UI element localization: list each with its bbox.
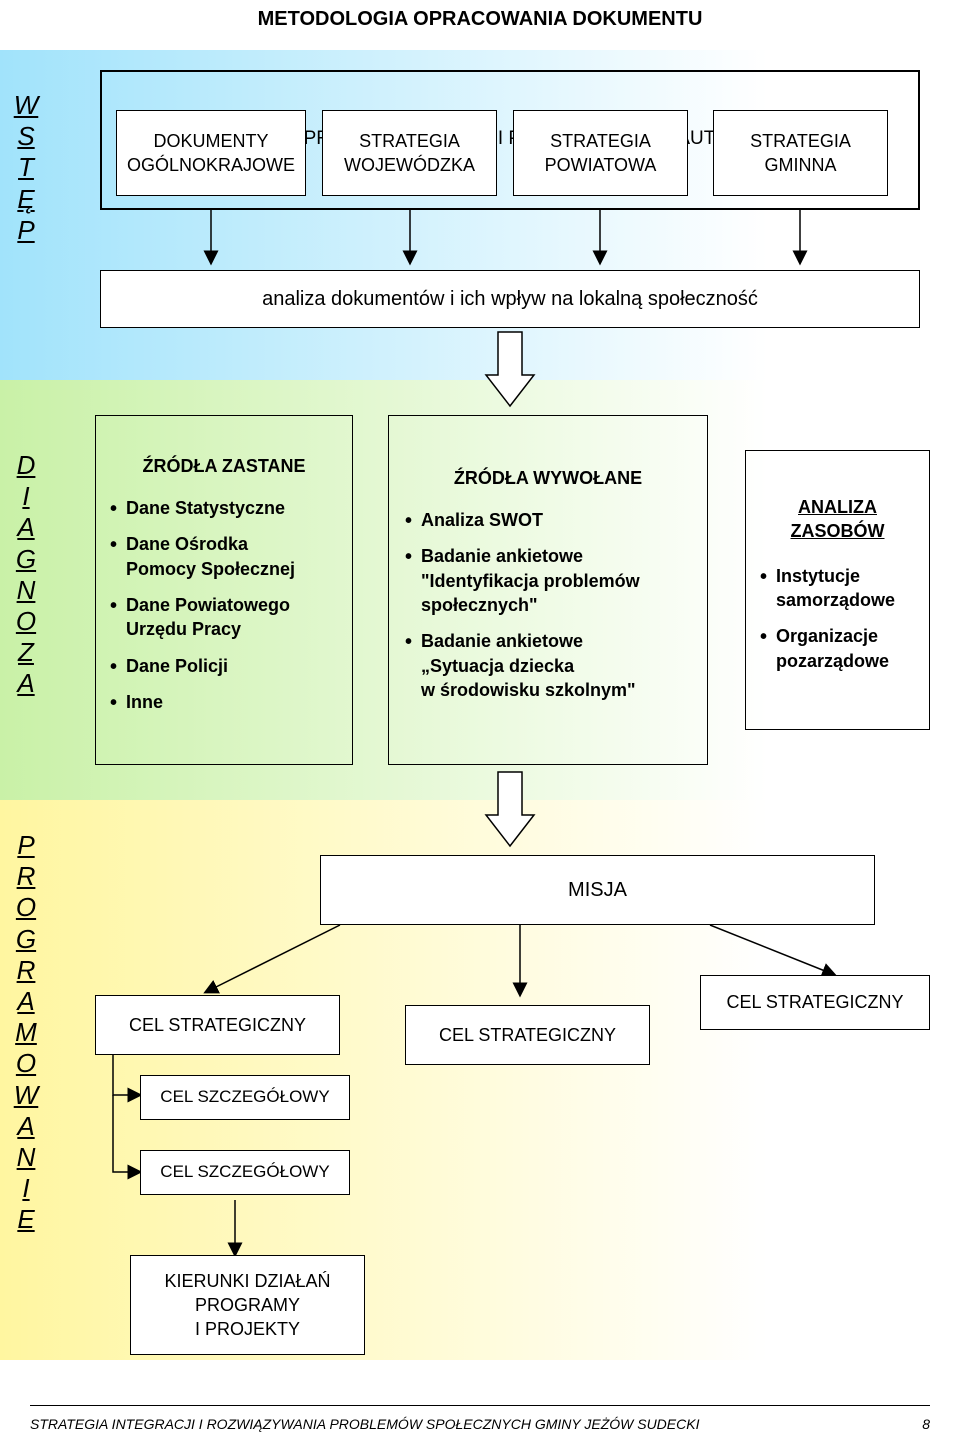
zastane-list: Dane Statystyczne Dane Ośrodka Pomocy Sp… [108, 484, 340, 726]
zastane-i0: Dane Statystyczne [108, 496, 340, 520]
zastane-title: ŹRÓDŁA ZASTANE [108, 454, 340, 478]
arrows-ramy-to-analiza [100, 210, 920, 270]
wywolane-i1-l1: Badanie ankietowe [421, 546, 583, 566]
b3-l1: STRATEGIA [550, 129, 651, 153]
cel-strat-2-text: CEL STRATEGICZNY [439, 1023, 616, 1047]
page-title: METODOLOGIA OPRACOWANIA DOKUMENTU [0, 0, 960, 49]
b4-l2: GMINNA [765, 153, 837, 177]
vlabel-wstep: WSTĘP [6, 90, 46, 246]
kierunki-l2: PROGRAMY [195, 1293, 300, 1317]
wywolane-i1-l2: "Identyfikacja problemów [421, 571, 640, 591]
wywolane-i2-l2: „Sytuacja dziecka [421, 656, 574, 676]
zasoby-i1-l2: pozarządowe [776, 651, 889, 671]
zastane-i2-l1: Dane Powiatowego [126, 595, 290, 615]
zastane-i1: Dane Ośrodka Pomocy Społecznej [108, 532, 340, 581]
zasoby-list: Instytucje samorządowe Organizacje pozar… [758, 552, 917, 685]
cel-szcz-1-text: CEL SZCZEGÓŁOWY [160, 1086, 329, 1109]
box-zrodla-wywolane: ŹRÓDŁA WYWOŁANE Analiza SWOT Badanie ank… [388, 415, 708, 765]
box-strategia-wojewodzka: STRATEGIA WOJEWÓDZKA [322, 110, 497, 196]
box-cel-szcz-1: CEL SZCZEGÓŁOWY [140, 1075, 350, 1120]
misja-text: MISJA [568, 877, 627, 904]
block-arrow-to-diagnoza [480, 330, 540, 410]
wywolane-i2: Badanie ankietowe „Sytuacja dziecka w śr… [403, 629, 693, 702]
cel-strat-1-text: CEL STRATEGICZNY [129, 1013, 306, 1037]
zastane-i2: Dane Powiatowego Urzędu Pracy [108, 593, 340, 642]
box-cel-strat-1: CEL STRATEGICZNY [95, 995, 340, 1055]
zastane-i4: Inne [108, 690, 340, 714]
block-arrow-to-prog [480, 770, 540, 850]
wywolane-i1-l3: społecznych" [421, 595, 538, 615]
zasoby-title-l1: ANALIZA [798, 497, 877, 517]
zasoby-i1: Organizacje pozarządowe [758, 624, 917, 673]
wywolane-list: Analiza SWOT Badanie ankietowe "Identyfi… [403, 496, 693, 714]
zasoby-i0: Instytucje samorządowe [758, 564, 917, 613]
zastane-i1-l1: Dane Ośrodka [126, 534, 248, 554]
box-kierunki: KIERUNKI DZIAŁAŃ PROGRAMY I PROJEKTY [130, 1255, 365, 1355]
box-strategia-powiatowa: STRATEGIA POWIATOWA [513, 110, 688, 196]
box-dokumenty-ogolnokrajowe: DOKUMENTY OGÓLNOKRAJOWE [116, 110, 306, 196]
kierunki-l3: I PROJEKTY [195, 1317, 300, 1341]
footer-page: 8 [922, 1416, 930, 1432]
b1-l2: OGÓLNOKRAJOWE [127, 153, 295, 177]
box-strategia-gminna: STRATEGIA GMINNA [713, 110, 888, 196]
b2-l1: STRATEGIA [359, 129, 460, 153]
wywolane-title: ŹRÓDŁA WYWOŁANE [403, 466, 693, 490]
box-zrodla-zastane: ŹRÓDŁA ZASTANE Dane Statystyczne Dane Oś… [95, 415, 353, 765]
footer: STRATEGIA INTEGRACJI I ROZWIĄZYWANIA PRO… [30, 1416, 930, 1432]
zastane-i1-l2: Pomocy Społecznej [126, 559, 295, 579]
cel-szcz-2-text: CEL SZCZEGÓŁOWY [160, 1161, 329, 1184]
analiza-text: analiza dokumentów i ich wpływ na lokaln… [262, 286, 758, 313]
wywolane-i2-l1: Badanie ankietowe [421, 631, 583, 651]
cel-strat-3-text: CEL STRATEGICZNY [726, 990, 903, 1014]
vlabel-diagnoza: DIAGNOZA [6, 450, 46, 700]
box-cel-szcz-2: CEL SZCZEGÓŁOWY [140, 1150, 350, 1195]
wywolane-i1: Badanie ankietowe "Identyfikacja problem… [403, 544, 693, 617]
kierunki-l1: KIERUNKI DZIAŁAŃ [164, 1269, 330, 1293]
zasoby-i0-l1: Instytucje [776, 566, 860, 586]
footer-divider [30, 1405, 930, 1406]
box-analiza-dokumentow: analiza dokumentów i ich wpływ na lokaln… [100, 270, 920, 328]
zastane-i3: Dane Policji [108, 654, 340, 678]
zasoby-i0-l2: samorządowe [776, 590, 895, 610]
zastane-i2-l2: Urzędu Pracy [126, 619, 241, 639]
b4-l1: STRATEGIA [750, 129, 851, 153]
box-cel-strat-2: CEL STRATEGICZNY [405, 1005, 650, 1065]
b1-l1: DOKUMENTY [153, 129, 268, 153]
box-cel-strat-3: CEL STRATEGICZNY [700, 975, 930, 1030]
zasoby-i1-l1: Organizacje [776, 626, 878, 646]
box-analiza-zasobow: ANALIZA ZASOBÓW Instytucje samorządowe O… [745, 450, 930, 730]
footer-text: STRATEGIA INTEGRACJI I ROZWIĄZYWANIA PRO… [30, 1416, 699, 1432]
vlabel-programowanie: PROGRAMOWANIE [6, 830, 46, 1235]
b3-l2: POWIATOWA [545, 153, 657, 177]
box-misja: MISJA [320, 855, 875, 925]
zasoby-title-l2: ZASOBÓW [791, 521, 885, 541]
wywolane-i0: Analiza SWOT [403, 508, 693, 532]
wywolane-i2-l3: w środowisku szkolnym" [421, 680, 636, 700]
b2-l2: WOJEWÓDZKA [344, 153, 475, 177]
